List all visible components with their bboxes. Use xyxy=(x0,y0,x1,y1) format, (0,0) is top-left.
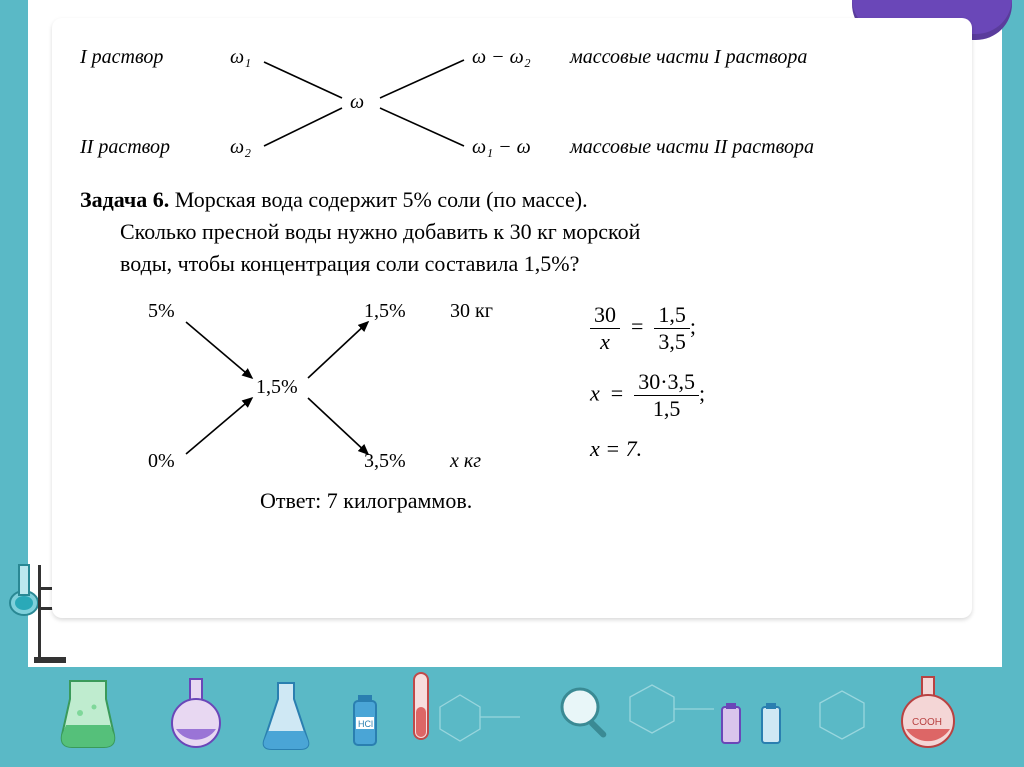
problem-line2: Сколько пресной воды нужно добавить к 30… xyxy=(120,219,640,244)
problem-line1: Морская вода содержит 5% соли (по массе)… xyxy=(175,187,588,212)
problem-text: Задача 6. Морская вода содержит 5% соли … xyxy=(80,184,944,280)
problem-line3: воды, чтобы концентрация соли составила … xyxy=(120,251,579,276)
equation3: x = 7. xyxy=(590,436,705,462)
answer-text: Ответ: 7 килограммов. xyxy=(260,488,944,514)
bottom-decorations: HCl COOH xyxy=(0,647,1024,767)
diagram-lines xyxy=(80,28,960,178)
cross-arrows xyxy=(80,294,560,484)
problem-number: Задача 6. xyxy=(80,187,169,212)
solution-block: 5% 0% 1,5% 1,5% 3,5% 30 кг x кг 30x xyxy=(80,294,944,484)
cross-diagram: 5% 0% 1,5% 1,5% 3,5% 30 кг x кг xyxy=(80,294,560,484)
equations-block: 30x = 1,53,5; x = 30·3,51,5; x = 7. xyxy=(590,294,705,484)
svg-text:HCl: HCl xyxy=(358,719,373,729)
slide-content: I раствор II раствор ω₁ ω₂ ω ω − ω₂ масс… xyxy=(52,18,972,618)
equation2: x = 30·3,51,5; xyxy=(590,369,705,422)
svg-text:COOH: COOH xyxy=(912,717,942,728)
mixing-rule-diagram: I раствор II раствор ω₁ ω₂ ω ω − ω₂ масс… xyxy=(80,28,944,178)
equation1: 30x = 1,53,5; xyxy=(590,302,705,355)
